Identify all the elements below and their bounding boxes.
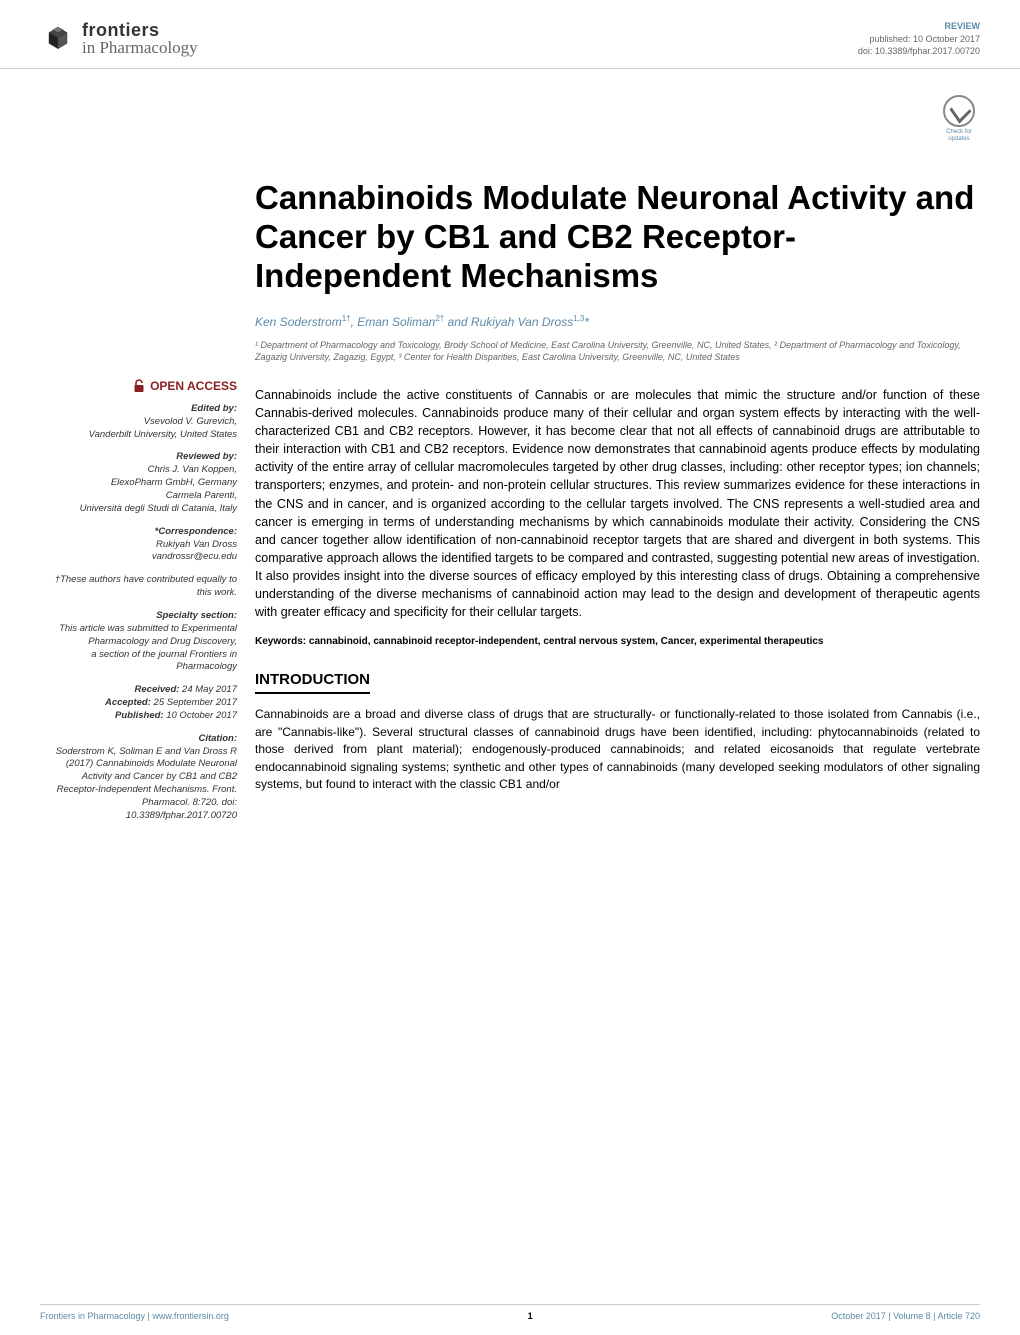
abstract: Cannabinoids include the active constitu…: [255, 386, 980, 622]
check-updates-label: Check for updates: [938, 129, 980, 142]
open-access-text: OPEN ACCESS: [150, 379, 237, 393]
article-type: REVIEW: [858, 20, 980, 33]
frontiers-logo-icon: [40, 20, 76, 56]
dates-block: Received: 24 May 2017 Accepted: 25 Septe…: [40, 684, 237, 722]
received-date: 24 May 2017: [179, 684, 237, 695]
editor-name: Vsevolod V. Gurevich,: [40, 416, 237, 429]
editor-inst: Vanderbilt University, United States: [40, 429, 237, 442]
page-number: 1: [528, 1311, 533, 1321]
accepted-label: Accepted:: [105, 697, 151, 708]
specialty-block: This article was submitted to Experiment…: [40, 623, 237, 674]
correspondence-block: Rukiyah Van Dross vandrossr@ecu.edu: [40, 539, 237, 565]
footer-left[interactable]: Frontiers in Pharmacology | www.frontier…: [40, 1311, 229, 1321]
corr-name: Rukiyah Van Dross: [40, 539, 237, 552]
page-header: frontiers in Pharmacology REVIEW publish…: [0, 0, 1020, 69]
published-label: Published:: [115, 710, 164, 721]
intro-paragraph: Cannabinoids are a broad and diverse cla…: [255, 706, 980, 793]
equal-contribution: †These authors have contributed equally …: [40, 574, 237, 600]
citation-text: Soderstrom K, Soliman E and Van Dross R …: [40, 746, 237, 823]
accepted-date: 25 September 2017: [151, 697, 237, 708]
specialty-label: Specialty section:: [40, 610, 237, 621]
page-footer: Frontiers in Pharmacology | www.frontier…: [40, 1304, 980, 1321]
publish-date: published: 10 October 2017: [858, 33, 980, 46]
citation-label: Citation:: [40, 733, 237, 744]
intro-heading: INTRODUCTION: [255, 671, 370, 694]
publication-meta: REVIEW published: 10 October 2017 doi: 1…: [858, 20, 980, 58]
check-updates-badge[interactable]: Check for updates: [938, 95, 980, 142]
open-access-heading: OPEN ACCESS: [40, 379, 237, 393]
logo-text-bottom: in Pharmacology: [82, 39, 198, 56]
affiliations: ¹ Department of Pharmacology and Toxicol…: [255, 339, 980, 364]
journal-logo: frontiers in Pharmacology: [40, 20, 198, 56]
published-date: 10 October 2017: [164, 710, 237, 721]
article-title: Cannabinoids Modulate Neuronal Activity …: [255, 179, 980, 296]
keywords: Keywords: cannabinoid, cannabinoid recep…: [255, 635, 980, 649]
received-label: Received:: [135, 684, 180, 695]
sidebar: OPEN ACCESS Edited by: Vsevolod V. Gurev…: [40, 69, 255, 823]
doi-line: doi: 10.3389/fphar.2017.00720: [858, 45, 980, 58]
reviewer-2-name: Carmela Parenti,: [40, 490, 237, 503]
editor-block: Vsevolod V. Gurevich, Vanderbilt Univers…: [40, 416, 237, 442]
corr-email[interactable]: vandrossr@ecu.edu: [152, 551, 237, 562]
reviewed-by-label: Reviewed by:: [40, 451, 237, 462]
reviewer-1-name: Chris J. Van Koppen,: [40, 464, 237, 477]
open-lock-icon: [132, 379, 146, 393]
footer-right: October 2017 | Volume 8 | Article 720: [831, 1311, 980, 1321]
edited-by-label: Edited by:: [40, 403, 237, 414]
reviewer-2: Carmela Parenti, Università degli Studi …: [40, 490, 237, 516]
reviewer-1: Chris J. Van Koppen, ElexoPharm GmbH, Ge…: [40, 464, 237, 490]
main-content: Cannabinoids Modulate Neuronal Activity …: [255, 69, 980, 823]
reviewer-1-inst: ElexoPharm GmbH, Germany: [40, 477, 237, 490]
logo-text-top: frontiers: [82, 21, 198, 39]
reviewer-2-inst: Università degli Studi di Catania, Italy: [40, 503, 237, 516]
correspondence-label: *Correspondence:: [40, 526, 237, 537]
author-line: Ken Soderstrom1†, Eman Soliman2† and Ruk…: [255, 314, 980, 329]
crossmark-icon: [943, 95, 975, 127]
